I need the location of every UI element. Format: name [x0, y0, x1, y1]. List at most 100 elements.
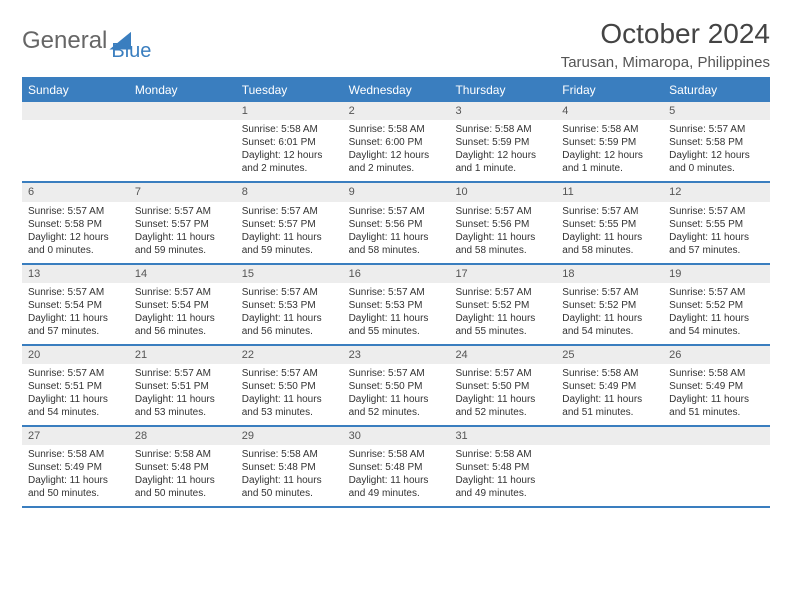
daylight-line: Daylight: 11 hours and 59 minutes.	[242, 231, 337, 257]
day-cell: 20Sunrise: 5:57 AMSunset: 5:51 PMDayligh…	[22, 346, 129, 425]
day-cell: 28Sunrise: 5:58 AMSunset: 5:48 PMDayligh…	[129, 427, 236, 506]
empty-day-number	[663, 427, 770, 445]
day-number: 11	[556, 183, 663, 201]
day-number: 13	[22, 265, 129, 283]
sunset-line: Sunset: 5:48 PM	[455, 461, 550, 474]
day-cell: 7Sunrise: 5:57 AMSunset: 5:57 PMDaylight…	[129, 183, 236, 262]
day-cell: 19Sunrise: 5:57 AMSunset: 5:52 PMDayligh…	[663, 265, 770, 344]
sunrise-line: Sunrise: 5:57 AM	[28, 367, 123, 380]
daylight-line: Daylight: 12 hours and 2 minutes.	[242, 149, 337, 175]
sunrise-line: Sunrise: 5:57 AM	[562, 286, 657, 299]
sunrise-line: Sunrise: 5:57 AM	[669, 205, 764, 218]
weekday-header: Wednesday	[343, 78, 450, 102]
day-body: Sunrise: 5:57 AMSunset: 5:55 PMDaylight:…	[663, 202, 770, 263]
daylight-line: Daylight: 11 hours and 55 minutes.	[349, 312, 444, 338]
sunset-line: Sunset: 5:50 PM	[455, 380, 550, 393]
sunset-line: Sunset: 6:00 PM	[349, 136, 444, 149]
day-number: 28	[129, 427, 236, 445]
sunset-line: Sunset: 5:52 PM	[669, 299, 764, 312]
sunset-line: Sunset: 5:48 PM	[135, 461, 230, 474]
day-number: 14	[129, 265, 236, 283]
sunrise-line: Sunrise: 5:57 AM	[455, 286, 550, 299]
sunset-line: Sunset: 5:57 PM	[135, 218, 230, 231]
day-cell: 15Sunrise: 5:57 AMSunset: 5:53 PMDayligh…	[236, 265, 343, 344]
sunset-line: Sunset: 5:56 PM	[349, 218, 444, 231]
day-body: Sunrise: 5:57 AMSunset: 5:50 PMDaylight:…	[236, 364, 343, 425]
month-title: October 2024	[561, 18, 770, 50]
day-body: Sunrise: 5:57 AMSunset: 5:52 PMDaylight:…	[556, 283, 663, 344]
day-body: Sunrise: 5:57 AMSunset: 5:52 PMDaylight:…	[663, 283, 770, 344]
daylight-line: Daylight: 11 hours and 50 minutes.	[135, 474, 230, 500]
sunrise-line: Sunrise: 5:58 AM	[349, 123, 444, 136]
sunrise-line: Sunrise: 5:57 AM	[455, 205, 550, 218]
day-cell: 24Sunrise: 5:57 AMSunset: 5:50 PMDayligh…	[449, 346, 556, 425]
sunrise-line: Sunrise: 5:58 AM	[562, 367, 657, 380]
sunrise-line: Sunrise: 5:58 AM	[242, 448, 337, 461]
day-number: 26	[663, 346, 770, 364]
day-body: Sunrise: 5:58 AMSunset: 5:48 PMDaylight:…	[236, 445, 343, 506]
day-cell: 6Sunrise: 5:57 AMSunset: 5:58 PMDaylight…	[22, 183, 129, 262]
week-row: 27Sunrise: 5:58 AMSunset: 5:49 PMDayligh…	[22, 427, 770, 508]
sunrise-line: Sunrise: 5:57 AM	[242, 286, 337, 299]
day-cell: 5Sunrise: 5:57 AMSunset: 5:58 PMDaylight…	[663, 102, 770, 181]
day-cell: 10Sunrise: 5:57 AMSunset: 5:56 PMDayligh…	[449, 183, 556, 262]
logo: General Blue	[22, 18, 151, 63]
day-cell: 25Sunrise: 5:58 AMSunset: 5:49 PMDayligh…	[556, 346, 663, 425]
weeks: 1Sunrise: 5:58 AMSunset: 6:01 PMDaylight…	[22, 102, 770, 508]
day-body: Sunrise: 5:57 AMSunset: 5:54 PMDaylight:…	[22, 283, 129, 344]
sunrise-line: Sunrise: 5:57 AM	[349, 205, 444, 218]
daylight-line: Daylight: 11 hours and 51 minutes.	[669, 393, 764, 419]
day-cell: 14Sunrise: 5:57 AMSunset: 5:54 PMDayligh…	[129, 265, 236, 344]
day-number: 30	[343, 427, 450, 445]
day-number: 27	[22, 427, 129, 445]
daylight-line: Daylight: 11 hours and 58 minutes.	[562, 231, 657, 257]
day-cell	[22, 102, 129, 181]
sunrise-line: Sunrise: 5:57 AM	[135, 367, 230, 380]
daylight-line: Daylight: 11 hours and 59 minutes.	[135, 231, 230, 257]
sunset-line: Sunset: 5:54 PM	[28, 299, 123, 312]
day-body: Sunrise: 5:57 AMSunset: 5:58 PMDaylight:…	[22, 202, 129, 263]
daylight-line: Daylight: 11 hours and 51 minutes.	[562, 393, 657, 419]
sunrise-line: Sunrise: 5:57 AM	[669, 286, 764, 299]
sunrise-line: Sunrise: 5:57 AM	[562, 205, 657, 218]
day-body: Sunrise: 5:58 AMSunset: 5:59 PMDaylight:…	[556, 120, 663, 181]
sunset-line: Sunset: 5:55 PM	[562, 218, 657, 231]
day-cell: 4Sunrise: 5:58 AMSunset: 5:59 PMDaylight…	[556, 102, 663, 181]
weekday-header: Friday	[556, 78, 663, 102]
sunset-line: Sunset: 5:50 PM	[242, 380, 337, 393]
sunset-line: Sunset: 5:52 PM	[455, 299, 550, 312]
sunset-line: Sunset: 5:54 PM	[135, 299, 230, 312]
empty-day-number	[129, 102, 236, 120]
day-number: 6	[22, 183, 129, 201]
day-body: Sunrise: 5:57 AMSunset: 5:57 PMDaylight:…	[129, 202, 236, 263]
daylight-line: Daylight: 11 hours and 56 minutes.	[242, 312, 337, 338]
day-cell: 3Sunrise: 5:58 AMSunset: 5:59 PMDaylight…	[449, 102, 556, 181]
day-body: Sunrise: 5:57 AMSunset: 5:51 PMDaylight:…	[22, 364, 129, 425]
daylight-line: Daylight: 12 hours and 1 minute.	[562, 149, 657, 175]
day-body: Sunrise: 5:57 AMSunset: 5:53 PMDaylight:…	[236, 283, 343, 344]
day-cell: 31Sunrise: 5:58 AMSunset: 5:48 PMDayligh…	[449, 427, 556, 506]
day-cell: 2Sunrise: 5:58 AMSunset: 6:00 PMDaylight…	[343, 102, 450, 181]
day-number: 15	[236, 265, 343, 283]
day-number: 29	[236, 427, 343, 445]
daylight-line: Daylight: 12 hours and 0 minutes.	[669, 149, 764, 175]
daylight-line: Daylight: 11 hours and 56 minutes.	[135, 312, 230, 338]
sunset-line: Sunset: 5:51 PM	[28, 380, 123, 393]
sunset-line: Sunset: 5:51 PM	[135, 380, 230, 393]
calendar: SundayMondayTuesdayWednesdayThursdayFrid…	[22, 77, 770, 508]
day-number: 4	[556, 102, 663, 120]
week-row: 6Sunrise: 5:57 AMSunset: 5:58 PMDaylight…	[22, 183, 770, 264]
day-number: 20	[22, 346, 129, 364]
sunset-line: Sunset: 5:49 PM	[669, 380, 764, 393]
day-number: 1	[236, 102, 343, 120]
sunrise-line: Sunrise: 5:57 AM	[242, 205, 337, 218]
sunrise-line: Sunrise: 5:57 AM	[28, 286, 123, 299]
daylight-line: Daylight: 12 hours and 2 minutes.	[349, 149, 444, 175]
week-row: 20Sunrise: 5:57 AMSunset: 5:51 PMDayligh…	[22, 346, 770, 427]
daylight-line: Daylight: 11 hours and 50 minutes.	[28, 474, 123, 500]
day-body: Sunrise: 5:57 AMSunset: 5:56 PMDaylight:…	[343, 202, 450, 263]
sunset-line: Sunset: 5:58 PM	[28, 218, 123, 231]
day-number: 16	[343, 265, 450, 283]
sunset-line: Sunset: 5:58 PM	[669, 136, 764, 149]
day-number: 10	[449, 183, 556, 201]
